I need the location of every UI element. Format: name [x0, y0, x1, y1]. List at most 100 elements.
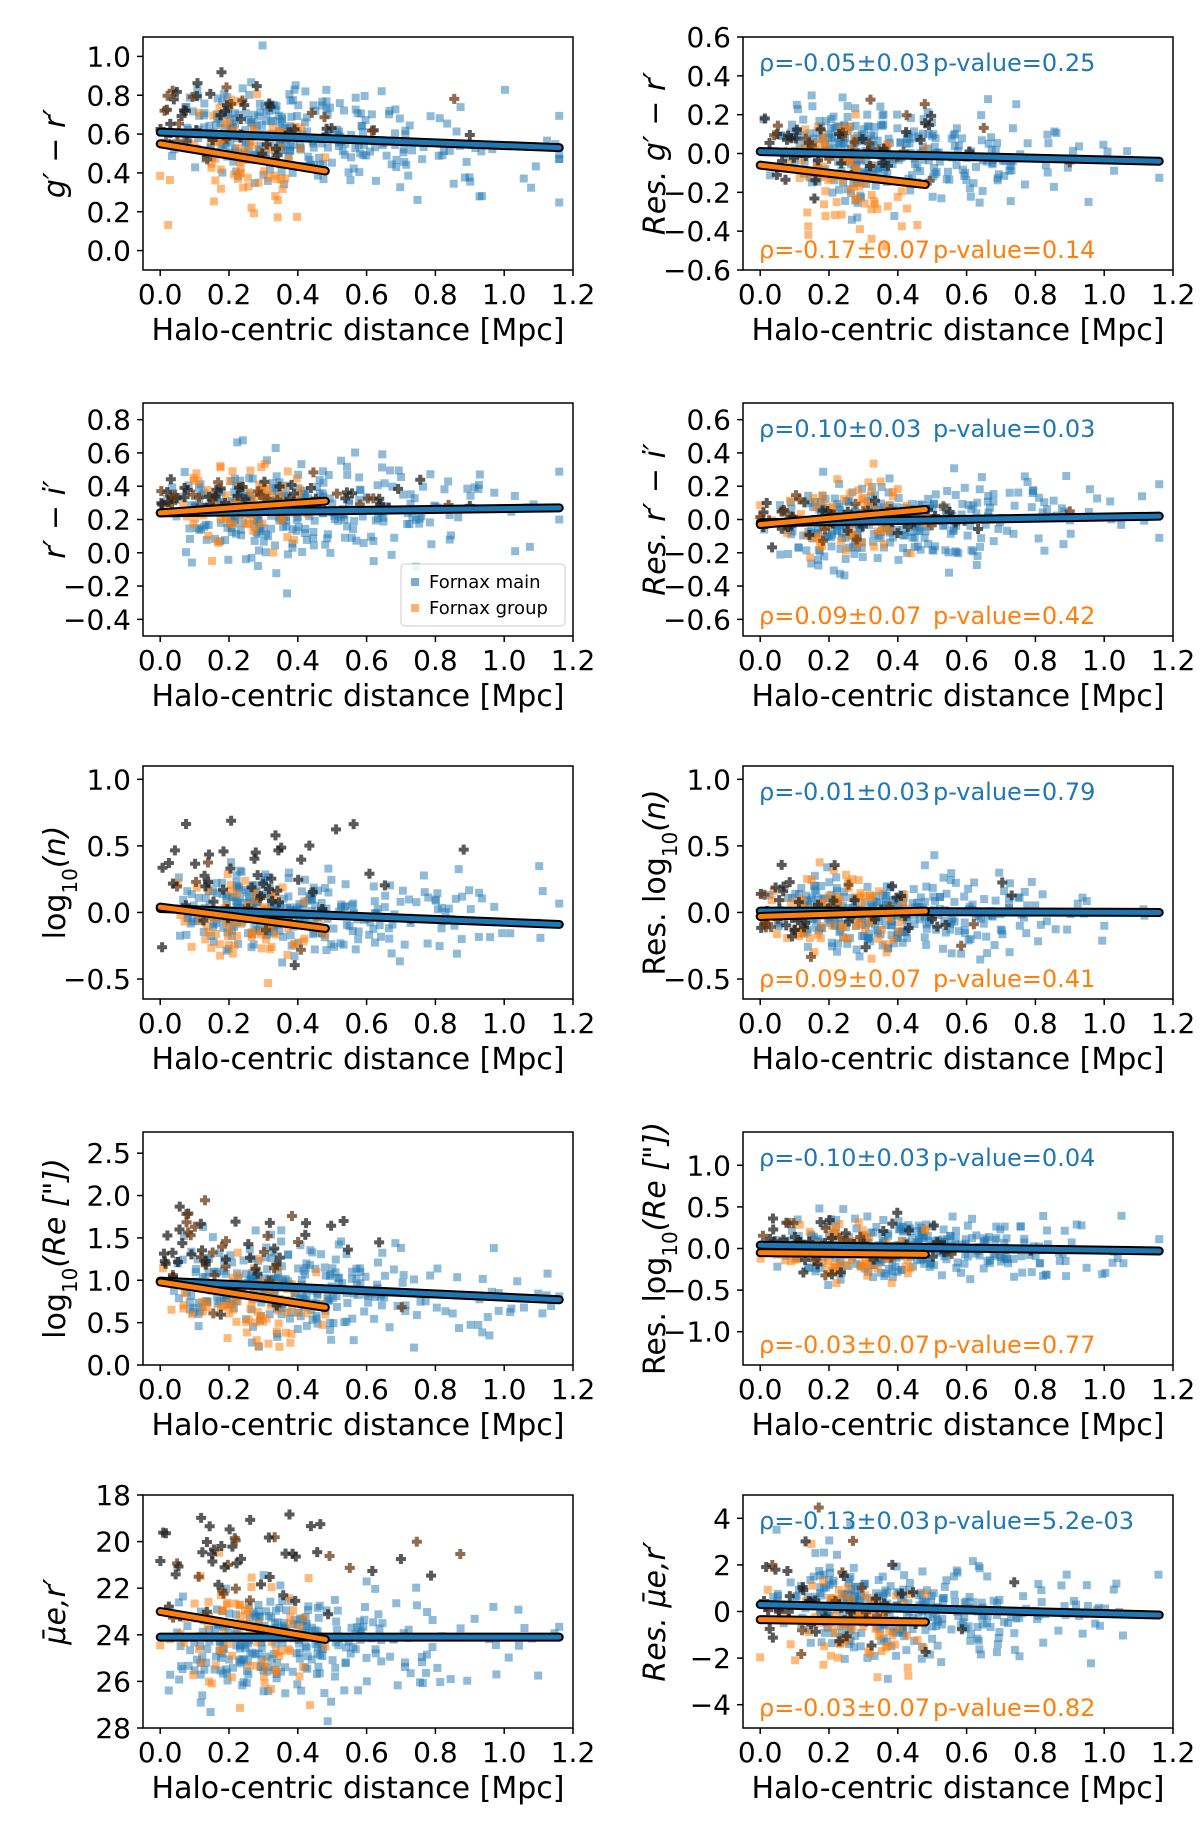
- cross-point: [245, 1252, 256, 1263]
- cross-point: [805, 951, 816, 962]
- main-point: [1155, 480, 1164, 489]
- x-tick-label: 0.6: [944, 1736, 989, 1769]
- main-point: [324, 470, 333, 479]
- main-point: [410, 1275, 419, 1284]
- group-point: [866, 1596, 875, 1605]
- main-point: [238, 84, 247, 93]
- group-point: [203, 1621, 212, 1630]
- main-point: [924, 494, 933, 503]
- group-point: [869, 459, 878, 468]
- main-point: [1009, 1254, 1018, 1263]
- main-point: [288, 1667, 297, 1676]
- group-point: [253, 90, 262, 99]
- main-point: [327, 1697, 336, 1706]
- plot-area: [755, 1502, 1164, 1683]
- cross-point: [218, 846, 229, 857]
- cross-point: [306, 107, 317, 118]
- group-point: [867, 954, 876, 963]
- main-point: [422, 1668, 431, 1677]
- group-point: [201, 935, 210, 944]
- cross-point: [978, 122, 989, 133]
- main-point: [310, 516, 319, 525]
- main-point: [489, 1602, 498, 1611]
- main-point: [519, 1303, 528, 1312]
- cross-point: [274, 1252, 285, 1263]
- y-tick-label: 0.0: [86, 235, 131, 268]
- y-tick-label: 0.5: [86, 830, 131, 863]
- group-point: [246, 1304, 255, 1313]
- main-point: [555, 515, 564, 524]
- main-point: [821, 1583, 830, 1592]
- group-point: [274, 1306, 283, 1315]
- group-point: [224, 931, 233, 940]
- main-point: [961, 929, 970, 938]
- main-point: [364, 1298, 373, 1307]
- cross-point: [835, 1267, 846, 1278]
- main-point: [190, 1638, 199, 1647]
- main-point: [1117, 1211, 1126, 1220]
- x-tick-label: 1.0: [482, 278, 527, 311]
- group-point: [283, 950, 292, 959]
- main-point: [952, 1263, 961, 1272]
- y-tick-label: 0.0: [86, 896, 131, 929]
- group-point: [805, 1227, 814, 1236]
- main-point: [360, 1603, 369, 1612]
- group-point: [888, 487, 897, 496]
- main-point: [211, 121, 220, 130]
- main-point: [839, 893, 848, 902]
- main-point: [953, 1568, 962, 1577]
- group-point: [289, 1606, 298, 1615]
- main-point: [213, 94, 222, 103]
- cross-point: [871, 1593, 882, 1604]
- cross-point: [842, 506, 853, 517]
- main-point: [883, 1674, 892, 1683]
- main-point: [850, 549, 859, 558]
- group-point: [870, 199, 879, 208]
- y-tick-label: 20: [95, 1526, 131, 1559]
- group-point: [840, 1638, 849, 1647]
- y-axis-label: log10(n): [38, 826, 82, 940]
- cross-point: [189, 1221, 200, 1232]
- main-point: [167, 151, 176, 160]
- main-point: [840, 887, 849, 896]
- group-point: [321, 930, 330, 939]
- group-point: [859, 891, 868, 900]
- group-point: [272, 1327, 281, 1336]
- main-point: [345, 500, 354, 509]
- main-point: [200, 99, 209, 108]
- group-point: [260, 167, 269, 176]
- main-point: [947, 949, 956, 958]
- group-point: [828, 1622, 837, 1631]
- cross-point: [851, 534, 862, 545]
- group-point: [230, 170, 239, 179]
- main-point: [913, 163, 922, 172]
- main-point: [1041, 161, 1050, 170]
- main-point: [274, 1273, 283, 1282]
- group-point: [866, 500, 875, 509]
- main-point: [901, 928, 910, 937]
- main-point: [827, 542, 836, 551]
- group-point: [851, 110, 860, 119]
- main-point: [253, 1274, 262, 1283]
- y-tick-label: 24: [95, 1619, 131, 1652]
- main-point: [316, 1651, 325, 1660]
- cross-point: [826, 1233, 837, 1244]
- main-point: [249, 940, 258, 949]
- y-tick-label: 2.0: [86, 1180, 131, 1213]
- main-point: [320, 1263, 329, 1272]
- cross-point: [163, 497, 174, 508]
- main-point: [534, 1289, 543, 1298]
- group-point: [187, 1310, 196, 1319]
- main-point: [276, 1581, 285, 1590]
- group-point: [785, 159, 794, 168]
- group-point: [854, 876, 863, 885]
- main-point: [369, 536, 378, 545]
- main-point: [311, 901, 320, 910]
- main-point: [931, 490, 940, 499]
- cross-point: [201, 1606, 212, 1617]
- group-point: [874, 887, 883, 896]
- main-point: [378, 1619, 387, 1628]
- main-point: [797, 131, 806, 140]
- group-point: [224, 1639, 233, 1648]
- x-tick-label: 0.2: [807, 1736, 852, 1769]
